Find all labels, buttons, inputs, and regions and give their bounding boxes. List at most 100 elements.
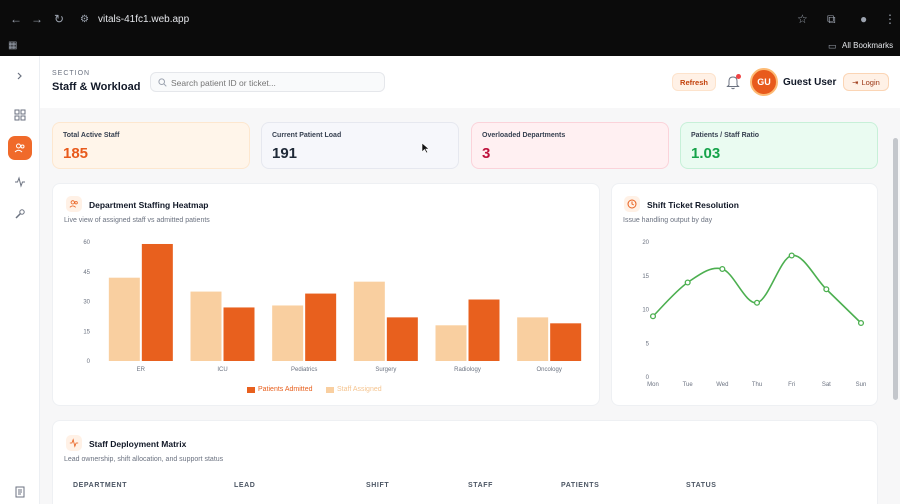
wrench-icon (15, 209, 25, 219)
bar-staff[interactable] (190, 291, 222, 361)
x-tick-label: Tue (683, 382, 694, 388)
matrix-title-icon (66, 435, 82, 451)
x-tick-label: ICU (217, 367, 227, 373)
bar-staff[interactable] (272, 305, 304, 361)
section-label: SECTION (52, 70, 91, 77)
reload-icon[interactable]: ↻ (54, 12, 65, 26)
y-tick-label: 15 (83, 329, 90, 335)
column-header-patients[interactable]: PATIENTS (561, 482, 600, 489)
stat-value: 185 (63, 145, 89, 162)
stat-card-patient-load: Current Patient Load 191 (261, 122, 459, 169)
y-tick-label: 5 (646, 341, 650, 347)
expand-sidebar-button[interactable] (8, 64, 32, 88)
profile-icon[interactable]: ● (860, 12, 868, 26)
x-tick-label: Thu (752, 382, 762, 388)
stat-card-overloaded: Overloaded Departments 3 (471, 122, 669, 169)
y-tick-label: 30 (83, 300, 90, 306)
login-icon: ⇥ (852, 77, 859, 87)
forward-icon[interactable]: → (31, 12, 43, 26)
column-header-lead[interactable]: LEAD (234, 482, 256, 489)
stat-card-ratio: Patients / Staff Ratio 1.03 (680, 122, 878, 169)
heatmap-title-icon (66, 196, 82, 212)
series-line (652, 254, 862, 324)
bar-staff[interactable] (517, 317, 549, 361)
bar-patients[interactable] (223, 307, 255, 361)
sidebar-item-activity[interactable] (8, 170, 32, 194)
resolution-card (611, 183, 878, 406)
data-point[interactable] (719, 265, 726, 273)
heatmap-subtitle: Live view of assigned staff vs admitted … (64, 217, 210, 224)
bar-patients[interactable] (386, 317, 418, 361)
bar-staff[interactable] (353, 281, 385, 361)
bookmark-star-icon[interactable]: ☆ (797, 12, 808, 26)
page-title: Staff & Workload (52, 81, 141, 93)
clock-icon (627, 199, 637, 209)
stat-label: Patients / Staff Ratio (691, 132, 760, 139)
all-bookmarks-link[interactable]: All Bookmarks (842, 41, 894, 50)
bar-patients[interactable] (141, 243, 173, 361)
stat-value: 3 (482, 145, 491, 162)
stat-label: Current Patient Load (272, 132, 342, 139)
dashboard-icon (14, 109, 26, 121)
site-settings-icon[interactable]: ⚙ (80, 14, 89, 25)
users-icon (69, 200, 78, 208)
x-tick-label: Fri (788, 382, 795, 388)
login-label: Login (861, 77, 880, 87)
search-icon (158, 78, 167, 87)
column-header-shift[interactable]: SHIFT (366, 482, 390, 489)
legend-swatch (247, 386, 255, 393)
notification-bell-icon[interactable] (725, 73, 741, 91)
bar-staff[interactable] (435, 325, 467, 361)
x-tick-label: Radiology (454, 367, 481, 373)
resolution-title-icon (624, 196, 640, 212)
x-tick-label: Mon (647, 382, 659, 388)
legend-label: Staff Assigned (337, 386, 382, 393)
extensions-icon[interactable]: ⧉ (827, 12, 836, 26)
bookmarks-bar (0, 38, 900, 56)
legend-label: Patients Admitted (258, 386, 313, 393)
staffing-bar-chart: 0 15 30 45 60 ER ICU Pediatrics Surgery Radiology… (83, 240, 582, 373)
scrollbar-thumb[interactable] (893, 138, 898, 400)
x-tick-label: Sat (822, 382, 831, 388)
y-tick-label: 45 (83, 270, 90, 276)
stat-card-total-staff: Total Active Staff 185 (52, 122, 250, 169)
x-tick-label: Pediatrics (291, 367, 317, 373)
data-point[interactable] (753, 299, 761, 306)
refresh-button[interactable]: Refresh (672, 73, 716, 91)
apps-grid-icon[interactable]: ▦ (8, 40, 18, 51)
data-point[interactable] (857, 319, 865, 327)
stat-value: 191 (272, 145, 298, 162)
y-tick-label: 0 (87, 359, 91, 365)
sidebar-item-dashboard[interactable] (8, 103, 32, 127)
legend-item-staff: Staff Assigned (326, 386, 382, 393)
browser-menu-icon[interactable]: ⋮ (884, 12, 896, 26)
address-bar[interactable]: vitals-41fc1.web.app (98, 14, 190, 25)
sidebar-item-docs[interactable] (8, 480, 32, 504)
data-point[interactable] (684, 279, 691, 286)
bar-staff[interactable] (108, 277, 140, 361)
column-header-status[interactable]: STATUS (686, 482, 717, 489)
matrix-subtitle: Lead ownership, shift allocation, and su… (64, 456, 224, 463)
login-button[interactable]: ⇥ Login (843, 73, 889, 91)
data-point[interactable] (788, 252, 795, 259)
browser-toolbar (0, 0, 900, 38)
bar-patients[interactable] (468, 299, 500, 361)
data-point[interactable] (823, 286, 830, 293)
bar-patients[interactable] (550, 323, 582, 361)
search-box[interactable] (150, 72, 385, 92)
back-icon[interactable]: ← (10, 12, 22, 26)
column-header-department[interactable]: DEPARTMENT (73, 482, 128, 489)
search-input[interactable] (171, 76, 376, 89)
column-header-staff[interactable]: STAFF (468, 482, 494, 489)
y-tick-label: 20 (642, 240, 649, 246)
activity-icon (69, 438, 79, 448)
sidebar-item-staff[interactable] (8, 136, 32, 160)
sidebar-item-tools[interactable] (8, 202, 32, 226)
users-icon (14, 143, 25, 153)
bar-patients[interactable] (305, 293, 337, 361)
avatar[interactable]: GU (750, 68, 778, 96)
data-point[interactable] (649, 313, 657, 320)
legend-item-patients: Patients Admitted (247, 386, 312, 393)
y-tick-label: 0 (646, 375, 650, 381)
x-tick-label: Sun (856, 382, 867, 388)
